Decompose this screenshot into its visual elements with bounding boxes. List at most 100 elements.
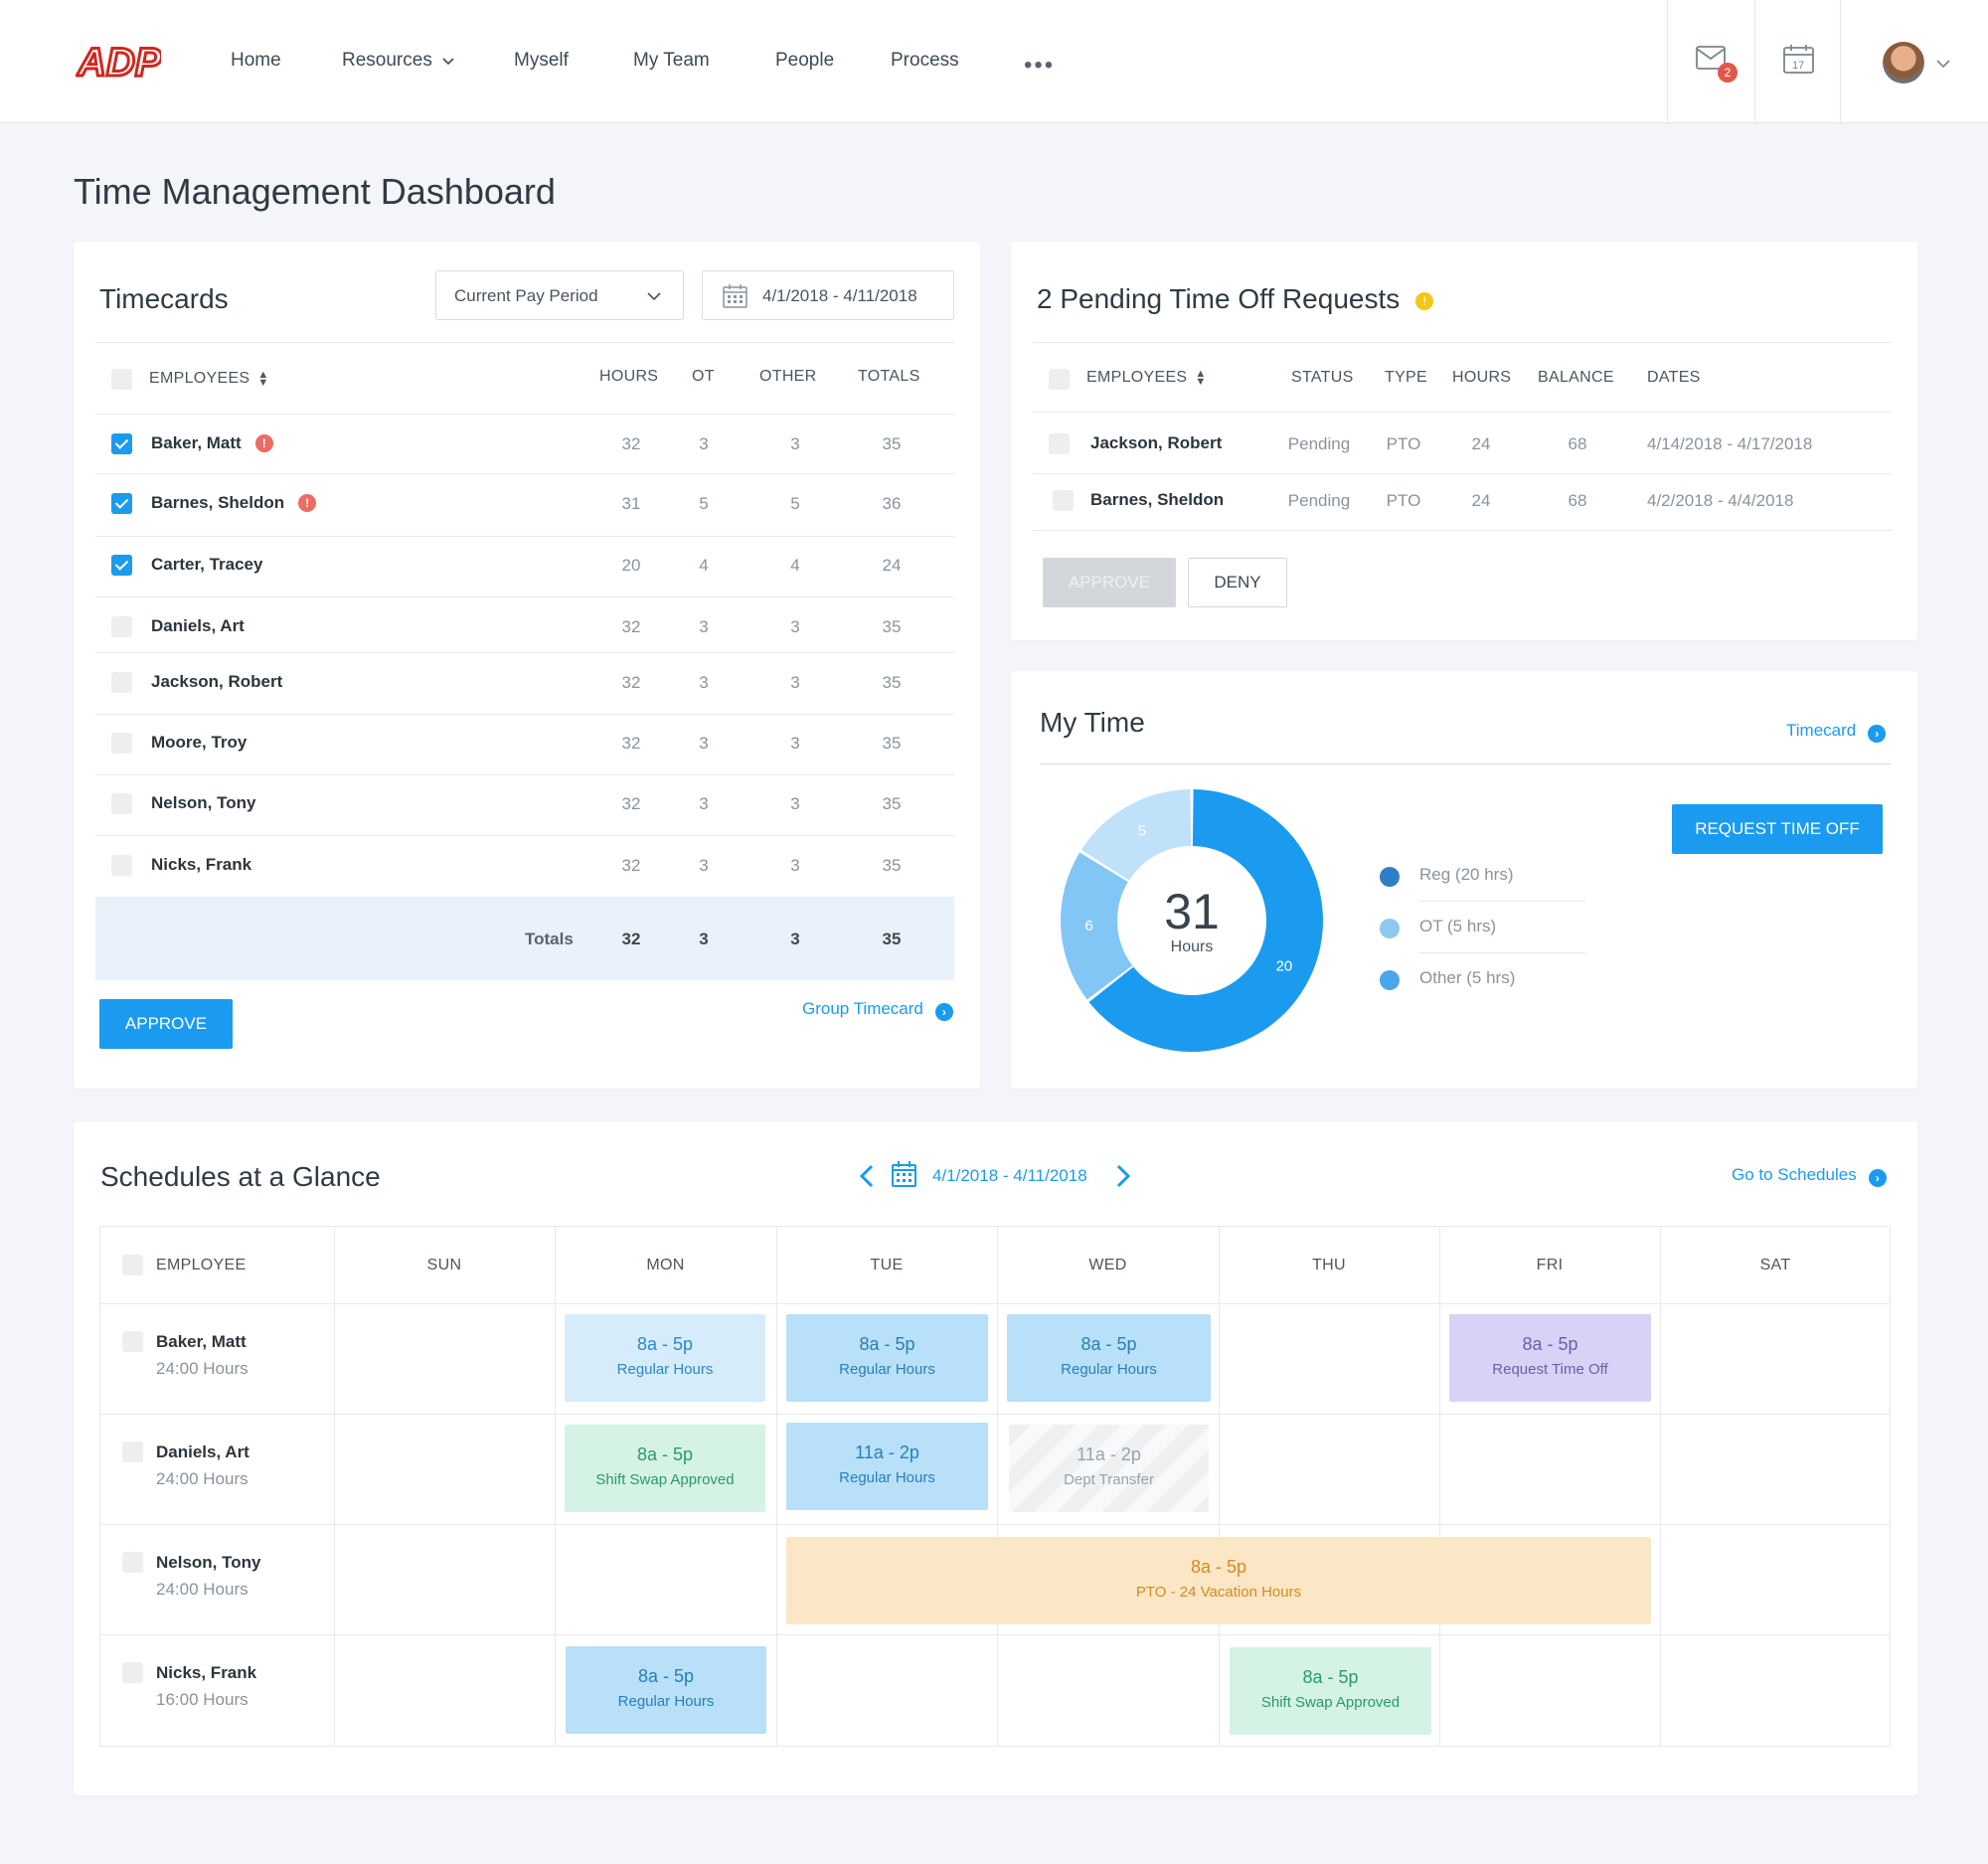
employees-header[interactable]: EMPLOYEES ▲ ▼ [1086, 367, 1207, 388]
nav-people[interactable]: People [775, 50, 835, 71]
adp-logo[interactable]: ADP [76, 38, 161, 85]
employee-name[interactable]: Baker, Matt [156, 1332, 247, 1351]
employee-name[interactable]: Jackson, Robert [1090, 433, 1223, 452]
balance-cell: 68 [1568, 434, 1587, 453]
row-checkbox[interactable] [1053, 490, 1074, 511]
employee-name[interactable]: Daniels, Art [156, 1442, 249, 1461]
other-cell: 3 [790, 734, 800, 753]
status-cell: Pending [1287, 434, 1351, 453]
row-checkbox[interactable] [122, 1662, 143, 1683]
shift-block[interactable]: 8a - 5p Shift Swap Approved [565, 1425, 765, 1512]
shift-block[interactable]: 8a - 5p Regular Hours [1007, 1314, 1211, 1402]
approve-request-button[interactable]: APPROVE [1043, 558, 1176, 607]
employee-name[interactable]: Moore, Troy [151, 733, 248, 752]
employee-hours: 16:00 Hours [156, 1690, 248, 1709]
arrow-right-circle-icon: › [934, 1003, 953, 1021]
pay-period-select[interactable]: Current Pay Period [435, 270, 684, 320]
employee-name[interactable]: Nelson, Tony [156, 1553, 261, 1572]
row-checkbox[interactable] [122, 1441, 143, 1462]
row-checkbox[interactable] [122, 1331, 143, 1352]
approve-timecards-button[interactable]: APPROVE [99, 999, 233, 1049]
type-header: TYPE [1385, 369, 1427, 386]
ot-cell: 3 [699, 734, 709, 753]
schedules-card: Schedules at a Glance 4/1/2018 - 4/11/20… [74, 1121, 1917, 1795]
totals-row: Totals 32 3 3 35 [95, 897, 954, 980]
schedule-date-range[interactable]: 4/1/2018 - 4/11/2018 [932, 1166, 1087, 1185]
row-checkbox[interactable] [1049, 433, 1070, 454]
deny-request-button[interactable]: DENY [1188, 558, 1287, 607]
calendar-icon: 17 [1783, 45, 1814, 74]
shift-block[interactable]: 8a - 5p Regular Hours [566, 1646, 766, 1734]
messages-cell[interactable]: 2 [1667, 0, 1754, 123]
timecards-title: Timecards [99, 283, 229, 314]
row-checkbox[interactable] [122, 1552, 143, 1573]
sort-icon: ▲ ▼ [1195, 367, 1207, 388]
chevron-down-icon[interactable] [1936, 60, 1950, 69]
nav-my-team[interactable]: My Team [633, 50, 710, 71]
row-checkbox[interactable] [111, 555, 132, 576]
row-checkbox[interactable] [111, 493, 132, 514]
chevron-left-icon[interactable] [859, 1164, 875, 1188]
request-time-off-button[interactable]: REQUEST TIME OFF [1672, 804, 1883, 854]
shift-block[interactable]: 8a - 5p Regular Hours [565, 1314, 765, 1402]
pto-block[interactable]: 8a - 5p PTO - 24 Vacation Hours [786, 1537, 1651, 1624]
nav-resources[interactable]: Resources [342, 50, 454, 72]
employee-name[interactable]: Jackson, Robert [151, 672, 283, 691]
donut-segment-1 [1061, 852, 1133, 1000]
employee-name[interactable]: Nicks, Frank [151, 855, 252, 874]
totals-other: 3 [790, 930, 800, 948]
dates-cell: 4/14/2018 - 4/17/2018 [1647, 434, 1813, 453]
pending-title: 2 Pending Time Off Requests! [1037, 283, 1434, 315]
more-dots-icon[interactable]: ••• [1024, 52, 1056, 79]
other-cell: 3 [790, 434, 800, 453]
row-checkbox[interactable] [111, 793, 132, 814]
row-checkbox[interactable] [111, 433, 132, 454]
row-checkbox[interactable] [111, 855, 132, 876]
employee-name[interactable]: Barnes, Sheldon! [151, 493, 317, 513]
employee-name[interactable]: Nelson, Tony [151, 793, 256, 812]
legend-dot-ot [1380, 919, 1400, 938]
sat-header: SAT [1759, 1257, 1791, 1273]
shift-block[interactable]: 11a - 2p Dept Transfer [1009, 1425, 1209, 1512]
timecard-link[interactable]: Timecard › [1786, 721, 1887, 743]
select-all-checkbox[interactable] [122, 1255, 143, 1275]
type-cell: PTO [1386, 491, 1421, 510]
date-range-picker[interactable]: 4/1/2018 - 4/11/2018 [702, 270, 954, 320]
employee-name[interactable]: Nicks, Frank [156, 1663, 257, 1682]
nav-home[interactable]: Home [231, 50, 281, 71]
shift-block[interactable]: 8a - 5p Shift Swap Approved [1230, 1647, 1431, 1735]
thu-header: THU [1312, 1257, 1346, 1273]
group-timecard-link[interactable]: Group Timecard › [802, 999, 953, 1021]
nav-process[interactable]: Process [891, 50, 959, 71]
shift-block[interactable]: 8a - 5p Request Time Off [1449, 1314, 1651, 1402]
hours-cell: 32 [621, 856, 641, 875]
other-cell: 3 [790, 673, 800, 692]
shift-block[interactable]: 11a - 2p Regular Hours [786, 1423, 988, 1510]
date-range-value: 4/1/2018 - 4/11/2018 [762, 286, 917, 305]
avatar[interactable] [1883, 42, 1924, 84]
chevron-right-icon[interactable] [1115, 1164, 1131, 1188]
hours-cell: 24 [1471, 434, 1491, 453]
shift-block[interactable]: 8a - 5p Regular Hours [786, 1314, 988, 1402]
hours-cell: 32 [621, 434, 641, 453]
row-checkbox[interactable] [111, 672, 132, 693]
row-checkbox[interactable] [111, 616, 132, 637]
employee-name[interactable]: Carter, Tracey [151, 555, 263, 574]
employees-header[interactable]: EMPLOYEES ▲ ▼ [149, 368, 269, 389]
calendar-cell[interactable]: 17 [1754, 0, 1840, 123]
employee-name[interactable]: Barnes, Sheldon [1090, 490, 1225, 509]
my-time-card: My Time Timecard › 20 6 5 31 Hours Reg (20 … [1011, 671, 1917, 1089]
sort-icon: ▲ ▼ [257, 368, 269, 389]
row-checkbox[interactable] [111, 733, 132, 754]
employee-name[interactable]: Daniels, Art [151, 616, 245, 635]
employee-name[interactable]: Baker, Matt! [151, 433, 273, 453]
donut-label-1: 6 [1084, 918, 1092, 934]
go-to-schedules-link[interactable]: Go to Schedules › [1732, 1165, 1887, 1187]
legend-reg: Reg (20 hrs) [1419, 865, 1514, 884]
ot-cell: 3 [699, 617, 709, 636]
wed-header: WED [1088, 1257, 1127, 1273]
nav-myself[interactable]: Myself [514, 50, 569, 71]
user-menu[interactable] [1840, 0, 1988, 123]
select-all-checkbox[interactable] [111, 369, 132, 390]
select-all-checkbox[interactable] [1049, 369, 1070, 390]
